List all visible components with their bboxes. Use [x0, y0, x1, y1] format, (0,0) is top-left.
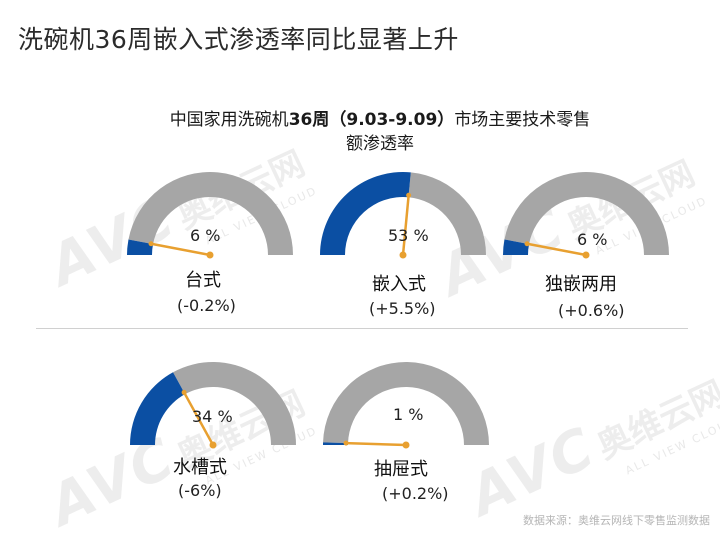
gauge-needle: [182, 391, 215, 447]
divider: [36, 328, 688, 329]
gauge-dial: [503, 171, 669, 259]
gauge-needle-tip: [181, 389, 187, 395]
gauge-track-arc: [173, 361, 296, 445]
gauge-needle: [344, 441, 408, 447]
chart-title-week: 36周: [288, 110, 330, 130]
page-title: 洗碗机36周嵌入式渗透率同比显著上升: [18, 25, 459, 54]
gauge-needle-pivot: [399, 251, 407, 259]
gauge-value-arc: [320, 171, 411, 255]
gauge-dial: [323, 361, 489, 449]
gauge-label: 独嵌两用: [545, 274, 617, 295]
gauge-dial: [127, 171, 293, 259]
chart-title-prefix: 中国家用洗碗机: [169, 110, 289, 130]
gauge-change: (+0.2%): [382, 484, 449, 503]
gauge-needle-tip: [343, 440, 349, 446]
gauge-needle-tip: [524, 241, 530, 247]
gauge-value-arc: [323, 442, 349, 445]
gauge-track-arc: [408, 172, 486, 255]
gauge-needle-tip: [148, 241, 154, 247]
gauge-label: 水槽式: [173, 457, 227, 478]
chart-title-range: （9.03-9.09）: [329, 110, 455, 130]
chart-title: 中国家用洗碗机36周（9.03-9.09）市场主要技术零售 额渗透率: [130, 108, 630, 156]
gauge-needle: [525, 242, 588, 257]
gauge-track-arc: [128, 171, 293, 255]
gauge-change: (+5.5%): [369, 299, 436, 318]
gauge-label: 抽屉式: [374, 459, 428, 480]
gauge-label: 嵌入式: [372, 274, 426, 295]
gauge-change: (+0.6%): [558, 301, 625, 320]
gauge-needle: [401, 194, 410, 257]
gauge-track-arc: [323, 361, 489, 445]
gauge-value: 6 %: [190, 226, 221, 245]
gauge-change: (-6%): [178, 481, 222, 500]
gauge-value-arc: [127, 239, 154, 255]
gauge-needle-pivot: [209, 441, 217, 449]
gauge-needle: [149, 242, 212, 257]
gauge-value: 1 %: [393, 405, 424, 424]
source-note: 数据来源：奥维云网线下零售监测数据: [523, 514, 710, 527]
chart-title-suffix: 市场主要技术零售: [454, 110, 591, 130]
gauge-value: 53 %: [388, 226, 429, 245]
gauge-needle-pivot: [582, 251, 590, 259]
gauge-value: 6 %: [577, 230, 608, 249]
gauge-value-arc: [130, 372, 186, 445]
gauge-change: (-0.2%): [177, 296, 236, 315]
gauge-value-arc: [503, 239, 530, 255]
gauge-label: 台式: [185, 270, 221, 291]
chart-title-line2: 额渗透率: [346, 134, 414, 154]
gauge-needle-tip: [406, 192, 412, 198]
gauge-needle-pivot: [402, 441, 410, 449]
gauge-track-arc: [504, 171, 669, 255]
gauge-dial: [130, 361, 296, 449]
gauge-needle-pivot: [206, 251, 214, 259]
gauge-value: 34 %: [192, 407, 233, 426]
gauge-dial: [320, 171, 486, 259]
